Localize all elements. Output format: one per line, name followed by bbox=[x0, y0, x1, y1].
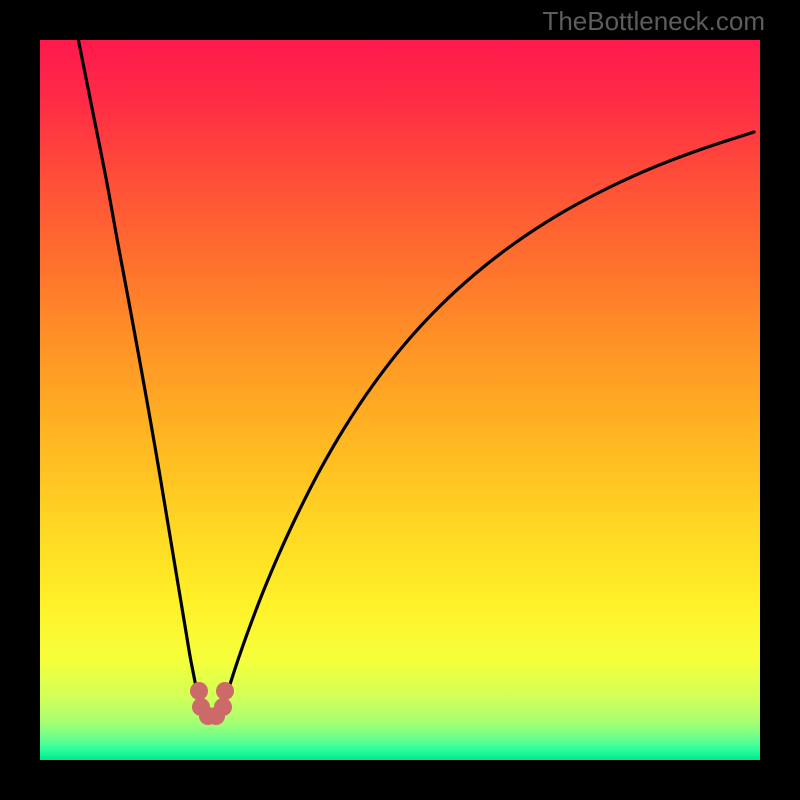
chart-container: TheBottleneck.com bbox=[0, 0, 800, 800]
plot-gradient-background bbox=[40, 40, 760, 760]
watermark-text: TheBottleneck.com bbox=[542, 6, 765, 37]
